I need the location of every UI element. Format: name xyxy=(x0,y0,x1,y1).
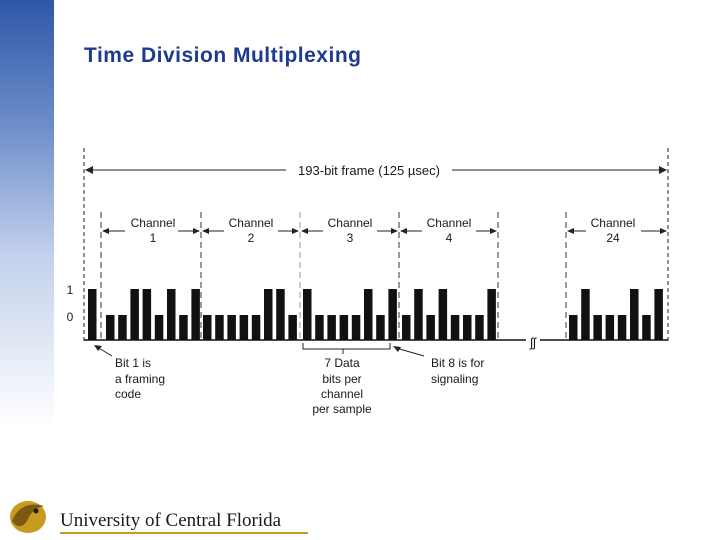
bit-bar xyxy=(569,315,578,340)
bit-bar xyxy=(179,315,188,340)
bit-bar xyxy=(315,315,324,340)
bit-bar xyxy=(402,315,411,340)
channel-24-number: 24 xyxy=(606,231,620,245)
bit-bar xyxy=(239,315,249,340)
bit-bar xyxy=(303,289,312,340)
level-one-label: 1 xyxy=(67,283,74,297)
bit-bar xyxy=(376,315,385,340)
break-mark-glyph: ʃʃ xyxy=(529,335,537,350)
bit-bar xyxy=(167,289,176,340)
bit-bar xyxy=(414,289,423,340)
channel-3-number: 3 xyxy=(347,231,354,245)
data-note-line-3: channel xyxy=(321,387,363,401)
pegasus-emblem-icon xyxy=(10,501,46,533)
bit-bar xyxy=(450,315,460,340)
channel-1-number: 1 xyxy=(150,231,157,245)
bit-bar xyxy=(106,315,115,340)
decorative-side-bar xyxy=(0,0,54,430)
channel-1-name: Channel xyxy=(131,216,176,230)
bit-bar xyxy=(438,289,448,340)
bit-bar xyxy=(339,315,349,340)
channel-24-name: Channel xyxy=(591,216,636,230)
bit-bar xyxy=(154,315,164,340)
bit-bar xyxy=(288,315,297,340)
bit-bar xyxy=(118,315,127,340)
data-note-line-2: bits per xyxy=(322,372,361,386)
bit-bar xyxy=(475,315,484,340)
bit-bar xyxy=(215,315,224,340)
framing-note-line-3: code xyxy=(115,387,141,401)
framing-note-line-2: a framing xyxy=(115,372,165,386)
bit-bar xyxy=(191,289,200,340)
bit-bar xyxy=(227,315,236,340)
channel-2-name: Channel xyxy=(229,216,274,230)
bit-bar xyxy=(203,315,212,340)
framing-bit-bar xyxy=(88,289,97,340)
bit-bar xyxy=(463,315,472,340)
bit-bar xyxy=(593,315,602,340)
bit-bar xyxy=(364,289,373,340)
data-note-line-4: per sample xyxy=(312,402,372,416)
channel-4-name: Channel xyxy=(427,216,472,230)
bit-bar xyxy=(327,315,336,340)
bit-bar xyxy=(654,289,663,340)
framing-note-line-1: Bit 1 is xyxy=(115,356,151,370)
channel-3-name: Channel xyxy=(328,216,373,230)
signaling-note-line-2: signaling xyxy=(431,372,478,386)
bit-bar xyxy=(142,289,152,340)
ucf-logo: University of Central Florida xyxy=(10,501,308,534)
bit-bar xyxy=(487,289,496,340)
bit-bar xyxy=(630,289,639,340)
bit-bar xyxy=(276,289,285,340)
bit-bar xyxy=(581,289,590,340)
channel-4-number: 4 xyxy=(446,231,453,245)
bit-bar xyxy=(642,315,651,340)
bit-bar xyxy=(251,315,261,340)
slide-title: Time Division Multiplexing xyxy=(84,44,362,67)
signaling-note-line-1: Bit 8 is for xyxy=(431,356,484,370)
ucf-wordmark: University of Central Florida xyxy=(60,510,282,531)
channel-2-number: 2 xyxy=(248,231,255,245)
frame-label: 193-bit frame (125 µsec) xyxy=(298,163,440,178)
bit-bar xyxy=(351,315,361,340)
bit-bar xyxy=(130,289,139,340)
level-zero-label: 0 xyxy=(67,310,74,324)
bit-bar xyxy=(426,315,435,340)
data-note-line-1: 7 Data xyxy=(324,356,360,370)
bit-bar xyxy=(617,315,627,340)
bit-bar xyxy=(388,289,397,340)
bit-bar xyxy=(264,289,273,340)
bit-bar xyxy=(605,315,615,340)
